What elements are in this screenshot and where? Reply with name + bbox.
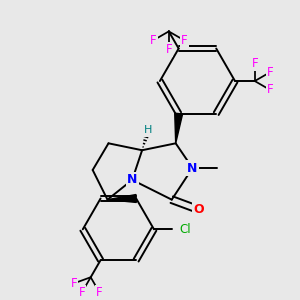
Text: O: O	[193, 203, 204, 216]
Text: F: F	[251, 57, 258, 70]
Text: F: F	[71, 277, 77, 290]
Text: N: N	[187, 161, 198, 175]
Text: F: F	[79, 286, 85, 299]
Polygon shape	[107, 194, 136, 202]
Text: F: F	[267, 66, 274, 79]
Text: Cl: Cl	[180, 223, 191, 236]
Text: N: N	[127, 173, 137, 186]
Text: F: F	[166, 43, 172, 56]
Text: F: F	[150, 34, 157, 47]
Text: F: F	[267, 83, 274, 96]
Text: F: F	[181, 34, 188, 47]
Polygon shape	[175, 113, 183, 143]
Text: F: F	[96, 286, 103, 299]
Text: H: H	[144, 125, 152, 136]
